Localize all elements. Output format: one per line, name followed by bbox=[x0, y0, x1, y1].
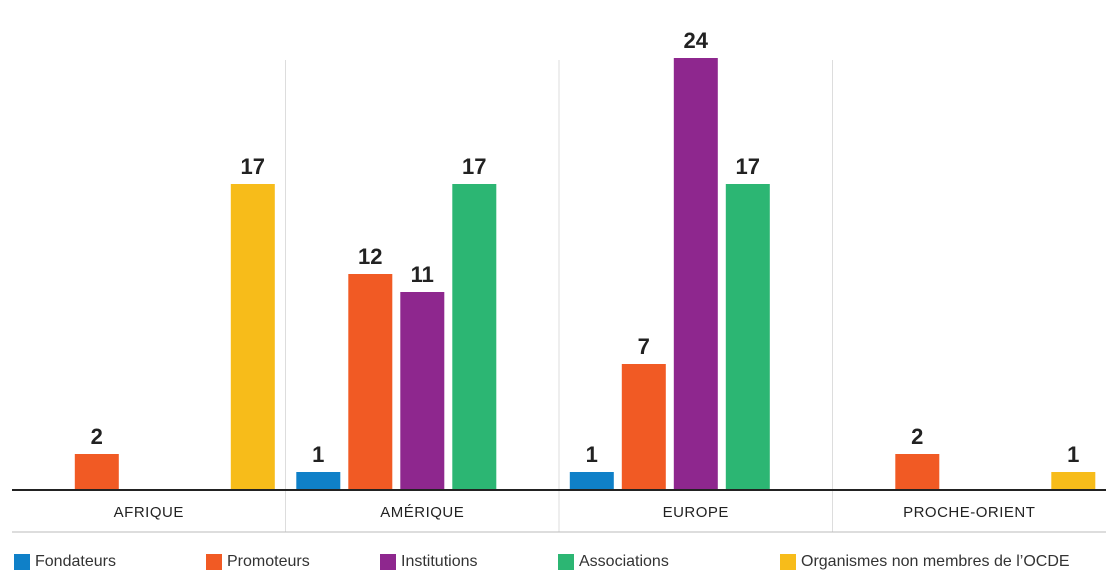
legend-label: Fondateurs bbox=[35, 553, 116, 570]
value-label-europe-promoteurs: 7 bbox=[638, 334, 650, 359]
value-label-europe-institutions: 24 bbox=[684, 28, 709, 53]
category-label-europe: EUROPE bbox=[663, 504, 729, 521]
bar-europe-promoteurs bbox=[621, 364, 666, 490]
value-label-amerique-associations: 17 bbox=[462, 154, 486, 179]
legend-label: Associations bbox=[579, 553, 669, 570]
value-label-afrique-organismes-non-membres-de-l-ocde: 17 bbox=[241, 154, 265, 179]
legend-swatch bbox=[780, 554, 796, 570]
value-label-proche-orient-organismes-non-membres-de-l-ocde: 1 bbox=[1067, 442, 1079, 467]
legend-swatch bbox=[14, 554, 30, 570]
bar-proche-orient-promoteurs bbox=[895, 454, 940, 490]
bar-amerique-institutions bbox=[400, 292, 445, 490]
legend: Fondateurs Promoteurs Institutions Associat… bbox=[0, 553, 1114, 575]
bar-afrique-organismes-non-membres-de-l-ocde bbox=[230, 184, 275, 490]
bar-amerique-promoteurs bbox=[348, 274, 393, 490]
legend-swatch bbox=[558, 554, 574, 570]
legend-label: Organismes non membres de l’OCDE bbox=[801, 553, 1070, 570]
legend-item-institutions: Institutions bbox=[380, 553, 477, 571]
legend-item-organismes-non-membres-de-l-ocde: Organismes non membres de l’OCDE bbox=[780, 553, 1070, 571]
legend-item-promoteurs: Promoteurs bbox=[206, 553, 310, 571]
bar-proche-orient-organismes-non-membres-de-l-ocde bbox=[1051, 472, 1096, 490]
category-label-amerique: AMÉRIQUE bbox=[380, 504, 464, 521]
value-label-amerique-promoteurs: 12 bbox=[358, 244, 382, 269]
value-label-proche-orient-promoteurs: 2 bbox=[911, 424, 923, 449]
category-separators bbox=[285, 60, 833, 532]
bar-amerique-fondateurs bbox=[296, 472, 341, 490]
bar-afrique-promoteurs bbox=[74, 454, 119, 490]
value-label-amerique-institutions: 11 bbox=[411, 262, 434, 287]
category-labels: AFRIQUE AMÉRIQUE EUROPE PROCHE-ORIENT bbox=[114, 504, 1035, 521]
category-label-afrique: AFRIQUE bbox=[114, 504, 184, 521]
value-label-europe-fondateurs: 1 bbox=[586, 442, 598, 467]
category-label-proche-orient: PROCHE-ORIENT bbox=[903, 504, 1035, 521]
legend-swatch bbox=[206, 554, 222, 570]
bar-europe-fondateurs bbox=[569, 472, 614, 490]
value-label-afrique-promoteurs: 2 bbox=[91, 424, 103, 449]
bar-europe-institutions bbox=[673, 58, 718, 490]
value-label-europe-associations: 17 bbox=[736, 154, 760, 179]
legend-item-fondateurs: Fondateurs bbox=[14, 553, 116, 571]
legend-label: Institutions bbox=[401, 553, 478, 570]
value-label-amerique-fondateurs: 1 bbox=[312, 442, 324, 467]
bar-europe-associations bbox=[725, 184, 770, 490]
legend-label: Promoteurs bbox=[227, 553, 310, 570]
legend-swatch bbox=[380, 554, 396, 570]
legend-item-associations: Associations bbox=[558, 553, 669, 571]
bars bbox=[74, 58, 1096, 490]
bar-amerique-associations bbox=[452, 184, 497, 490]
